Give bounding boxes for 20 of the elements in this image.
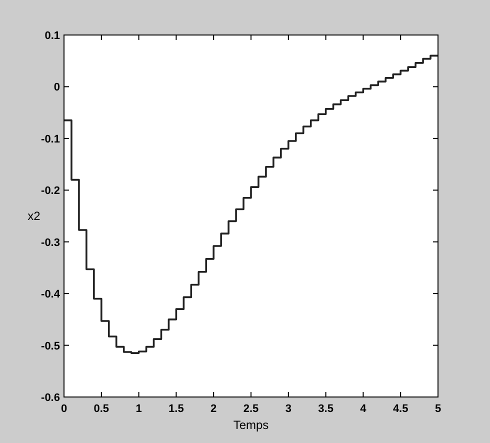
x-tick-label: 1 — [136, 403, 142, 415]
x-tick-label: 4 — [360, 403, 368, 415]
y-tick-label: -0.6 — [41, 392, 60, 404]
y-tick-label: -0.1 — [41, 133, 60, 146]
y-tick-label: -0.2 — [41, 185, 60, 198]
x-tick-label: 5 — [434, 403, 442, 415]
y-tick-label: 0.1 — [44, 30, 60, 42]
x-tick-label: 1.5 — [168, 403, 184, 415]
y-tick-label: -0.4 — [41, 288, 61, 301]
x-tick-label: 2.5 — [243, 403, 259, 415]
y-tick-label: 0 — [54, 82, 60, 94]
x-axis-title: Temps — [233, 418, 269, 432]
x-tick-label: 0.5 — [94, 403, 110, 415]
x-tick-label: 3.5 — [318, 403, 334, 415]
x-tick-label: 2 — [210, 403, 217, 415]
x-tick-label: 4.5 — [392, 403, 408, 415]
x-tick-label: 3 — [285, 403, 292, 415]
y-tick-label: -0.5 — [41, 340, 60, 352]
y-tick-label: -0.3 — [41, 236, 60, 249]
y-axis-title: x2 — [28, 209, 41, 223]
